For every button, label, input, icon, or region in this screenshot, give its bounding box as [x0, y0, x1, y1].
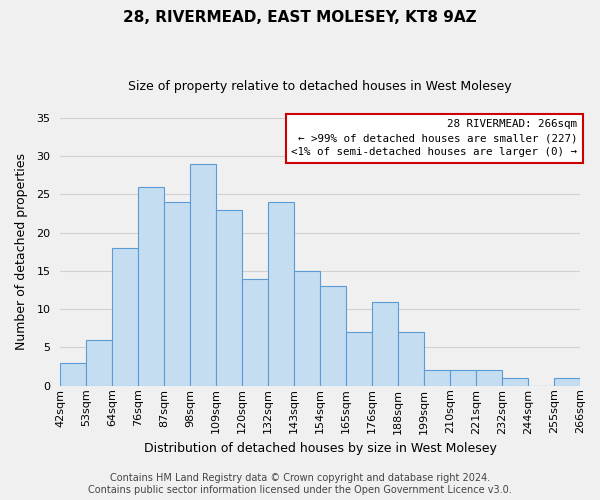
Text: Contains HM Land Registry data © Crown copyright and database right 2024.
Contai: Contains HM Land Registry data © Crown c…	[88, 474, 512, 495]
Bar	[86, 340, 112, 386]
Bar	[476, 370, 502, 386]
Text: 28, RIVERMEAD, EAST MOLESEY, KT8 9AZ: 28, RIVERMEAD, EAST MOLESEY, KT8 9AZ	[123, 10, 477, 25]
Bar	[268, 202, 294, 386]
Bar	[502, 378, 528, 386]
Bar	[424, 370, 450, 386]
Bar	[450, 370, 476, 386]
Bar	[112, 248, 138, 386]
Bar	[554, 378, 580, 386]
Bar	[216, 210, 242, 386]
Bar	[346, 332, 372, 386]
Y-axis label: Number of detached properties: Number of detached properties	[15, 154, 28, 350]
Bar	[372, 302, 398, 386]
Title: Size of property relative to detached houses in West Molesey: Size of property relative to detached ho…	[128, 80, 512, 93]
Bar	[138, 186, 164, 386]
Bar	[190, 164, 216, 386]
X-axis label: Distribution of detached houses by size in West Molesey: Distribution of detached houses by size …	[143, 442, 497, 455]
Bar	[320, 286, 346, 386]
Bar	[242, 278, 268, 386]
Bar	[294, 271, 320, 386]
Bar	[398, 332, 424, 386]
Text: 28 RIVERMEAD: 266sqm
← >99% of detached houses are smaller (227)
<1% of semi-det: 28 RIVERMEAD: 266sqm ← >99% of detached …	[292, 119, 577, 157]
Bar	[60, 363, 86, 386]
Bar	[164, 202, 190, 386]
